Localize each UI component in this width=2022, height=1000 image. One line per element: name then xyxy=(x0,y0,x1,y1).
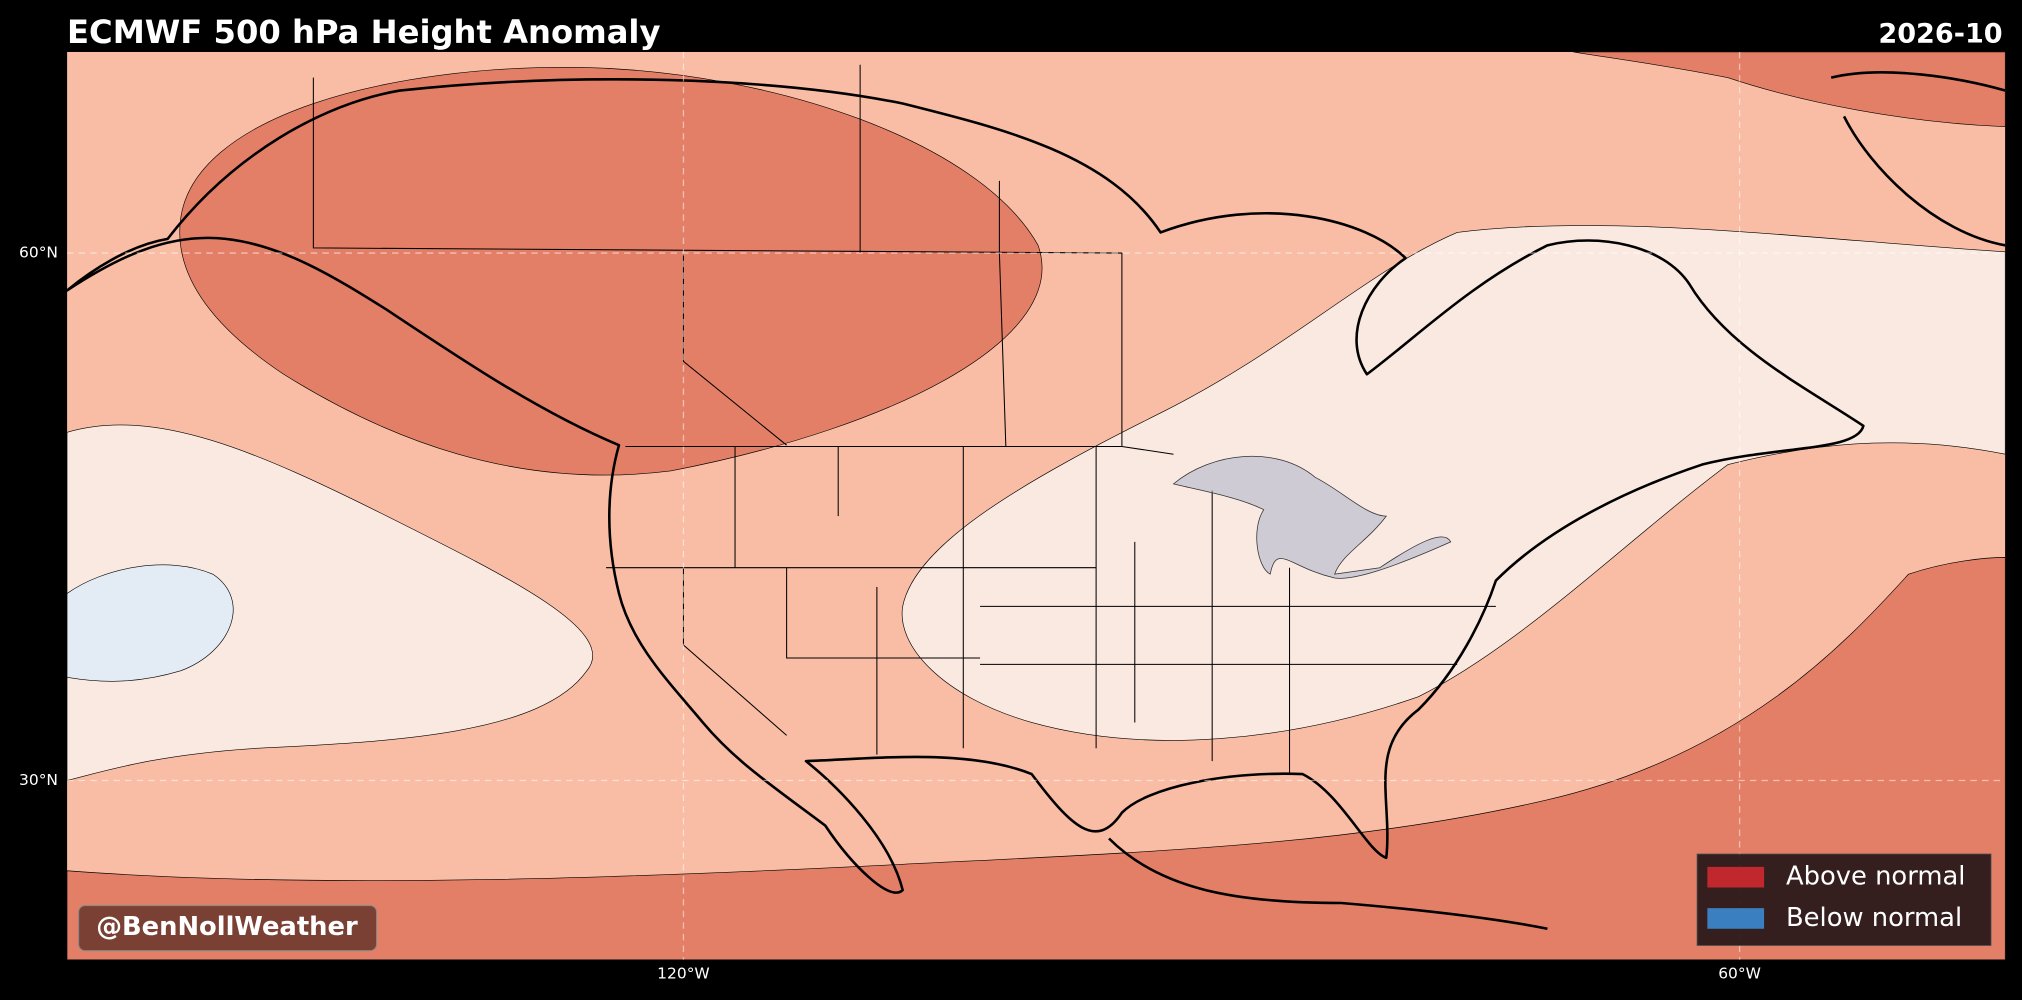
anomaly-band xyxy=(67,557,2006,960)
title: ECMWF 500 hPa Height Anomaly xyxy=(67,13,660,51)
watermark-box xyxy=(78,905,378,952)
map-area xyxy=(67,51,2006,960)
legend-patch xyxy=(1707,908,1765,929)
great-lakes xyxy=(1172,455,1452,579)
legend xyxy=(1696,853,1992,946)
lat-label: 30°N xyxy=(19,771,58,789)
coastline xyxy=(67,78,1865,894)
lat-label: 60°N xyxy=(19,244,58,262)
legend-label: Below normal xyxy=(1786,903,1962,933)
watermark: @BenNollWeather xyxy=(96,912,358,942)
anomaly-band xyxy=(901,225,2006,741)
date-label: 2026-10 xyxy=(1878,19,2002,50)
anomaly-band xyxy=(67,424,593,781)
legend-patch xyxy=(1707,866,1765,888)
anomaly-band xyxy=(1573,51,2006,128)
lon-label: 60°W xyxy=(1718,964,1761,982)
legend-label: Above normal xyxy=(1786,862,1965,892)
coastline xyxy=(1830,71,2006,247)
anomaly-band xyxy=(67,564,234,682)
anomaly-band xyxy=(179,67,1043,476)
coastline xyxy=(1108,837,1548,931)
lon-label: 120°W xyxy=(657,964,710,982)
